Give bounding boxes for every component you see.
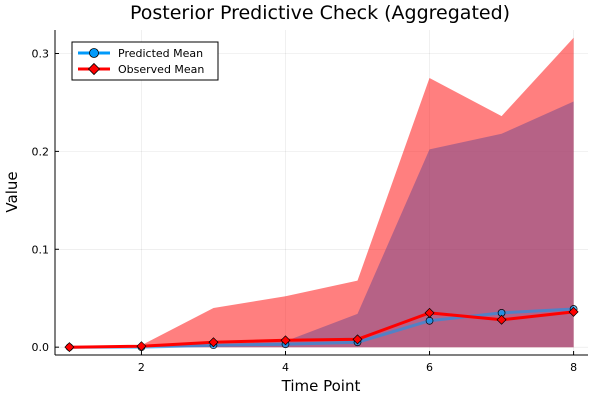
legend-box — [71, 41, 219, 81]
series-lines — [69, 307, 574, 349]
y-tick-label: 0.1 — [32, 243, 50, 256]
series-markers — [64, 305, 579, 353]
y-tick-label: 0.3 — [32, 47, 50, 60]
legend-marker-observed — [87, 62, 101, 76]
x-tick-label: 4 — [282, 361, 289, 374]
x-tick-label: 8 — [570, 361, 577, 374]
observed-line — [69, 310, 574, 349]
observed-point — [352, 334, 363, 345]
legend-label-predicted: Predicted Mean — [118, 47, 203, 60]
observed-point — [568, 306, 579, 317]
y-tick-label: 0.2 — [32, 145, 50, 158]
legend-label-observed: Observed Mean — [118, 63, 204, 76]
y-axis-label: Value — [3, 171, 21, 212]
x-tick-label: 2 — [138, 361, 145, 374]
tick-labels: 2 4 6 8 0.0 0.1 0.2 0.3 — [32, 47, 578, 374]
predicted-point — [425, 316, 434, 325]
chart-title: Posterior Predictive Check (Aggregated) — [130, 2, 510, 24]
legend: Predicted Mean Observed Mean — [71, 41, 219, 81]
observed-point — [208, 337, 219, 348]
observed-point — [424, 307, 435, 318]
axes — [54, 30, 588, 356]
observed-point — [136, 341, 147, 352]
x-tick-label: 6 — [426, 361, 433, 374]
predicted-band — [69, 101, 574, 348]
observed-point — [496, 314, 507, 325]
legend-marker-predicted — [89, 48, 99, 58]
x-axis-label: Time Point — [281, 377, 361, 395]
observed-point — [280, 335, 291, 346]
observed-point — [64, 342, 75, 353]
y-tick-label: 0.0 — [32, 341, 50, 354]
uncertainty-bands — [69, 37, 574, 348]
